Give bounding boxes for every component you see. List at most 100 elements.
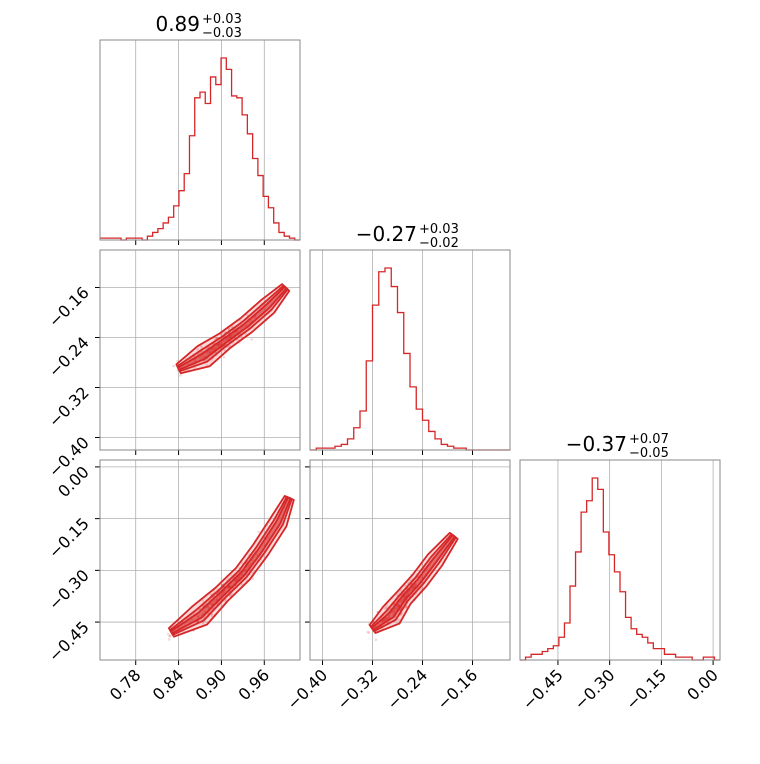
scatter-point xyxy=(410,587,414,590)
scatter-point xyxy=(394,607,398,610)
scatter-point xyxy=(201,621,205,625)
scatter-point xyxy=(404,606,408,609)
scatter-point xyxy=(235,330,239,334)
panel-frame xyxy=(519,459,721,661)
scatter-point xyxy=(208,350,212,353)
title-upper: +0.03 xyxy=(202,12,242,27)
scatter-point xyxy=(412,585,416,589)
scatter-point xyxy=(382,619,385,623)
scatter-point xyxy=(206,350,210,354)
scatter-point xyxy=(191,618,194,621)
scatter-point xyxy=(231,325,234,328)
scatter-point xyxy=(386,616,389,620)
scatter-point xyxy=(394,606,398,610)
scatter-point xyxy=(242,325,246,329)
scatter-point xyxy=(216,344,220,347)
scatter-point xyxy=(168,634,172,638)
scatter-point xyxy=(213,589,216,593)
scatter-point xyxy=(203,354,206,358)
scatter-point xyxy=(410,587,414,591)
scatter-point xyxy=(392,609,395,613)
x-tick-label: 0.00 xyxy=(683,665,722,704)
scatter-point xyxy=(251,577,255,580)
panel-frame xyxy=(99,459,301,661)
scatter-point xyxy=(387,616,390,619)
title-param-1: −0.27 +0.03 −0.02 xyxy=(356,222,459,251)
scatter-point xyxy=(172,364,175,368)
scatter-point xyxy=(237,329,240,332)
scatter-point xyxy=(230,583,233,586)
scatter-point xyxy=(179,373,182,377)
x-tick-label: −0.40 xyxy=(283,665,331,713)
title-param-2: −0.37 +0.07 −0.05 xyxy=(566,432,669,461)
scatter-point xyxy=(210,602,213,606)
scatter-point xyxy=(366,630,370,634)
scatter-point xyxy=(227,585,231,589)
scatter-point xyxy=(400,599,403,602)
scatter-point xyxy=(229,334,232,338)
scatter-point xyxy=(399,600,403,604)
scatter-point xyxy=(190,361,194,364)
y-tick-label: −0.32 xyxy=(45,383,93,431)
scatter-point xyxy=(243,570,247,573)
scatter-point xyxy=(223,348,227,352)
histogram-0 xyxy=(100,57,300,241)
x-tick-label: −0.32 xyxy=(333,665,381,713)
panel-frame xyxy=(309,459,511,661)
x-tick-label: −0.16 xyxy=(433,665,481,713)
scatter-point xyxy=(243,324,247,328)
scatter-point xyxy=(413,583,417,587)
scatter-point xyxy=(384,618,387,621)
scatter-point xyxy=(397,618,400,621)
scatter-point xyxy=(215,598,219,601)
y-tick-label: −0.15 xyxy=(45,514,93,562)
scatter-point xyxy=(207,352,210,355)
scatter-point xyxy=(202,609,206,613)
scatter-point xyxy=(247,563,251,567)
scatter-point xyxy=(407,591,410,594)
scatter-point xyxy=(196,348,200,351)
scatter-point xyxy=(267,535,270,539)
scatter-point xyxy=(397,604,401,607)
scatter-point xyxy=(250,338,253,341)
scatter-point xyxy=(204,352,207,356)
scatter-point xyxy=(223,590,226,594)
scatter-point xyxy=(238,575,242,579)
scatter-point xyxy=(199,357,202,360)
contour-inner xyxy=(370,534,456,631)
scatter-point xyxy=(217,343,220,347)
scatter-point xyxy=(388,614,391,618)
scatter-point xyxy=(168,634,172,638)
scatter-point xyxy=(222,356,226,359)
contour-outer xyxy=(168,495,295,638)
scatter-point xyxy=(200,346,204,349)
panel-frame xyxy=(99,39,301,241)
histogram-1 xyxy=(310,267,510,451)
scatter-point xyxy=(397,604,400,607)
title-lower: −0.02 xyxy=(419,236,459,251)
scatter-point xyxy=(374,638,378,642)
scatter-point xyxy=(392,610,396,613)
x-tick-label: 0.90 xyxy=(192,665,231,704)
x-tick-label: 0.96 xyxy=(234,665,273,704)
y-tick-label: −0.45 xyxy=(45,617,93,665)
scatter-point xyxy=(212,347,216,351)
y-tick-label: −0.30 xyxy=(45,566,93,614)
scatter-point xyxy=(208,349,212,353)
scatter-point xyxy=(228,585,231,588)
scatter-point xyxy=(166,632,170,636)
panel-0-0 xyxy=(100,40,300,245)
scatter-point xyxy=(198,356,201,359)
title-lower: −0.05 xyxy=(629,446,669,461)
scatter-point xyxy=(211,348,214,351)
scatter-point xyxy=(201,599,205,602)
scatter-point xyxy=(409,588,412,592)
panel-2-2 xyxy=(520,460,720,665)
scatter-point xyxy=(219,343,222,346)
scatter-point xyxy=(382,619,386,622)
scatter-point xyxy=(251,559,255,563)
scatter-point xyxy=(212,346,216,350)
scatter-point xyxy=(229,593,233,597)
scatter-point xyxy=(218,343,222,346)
scatter-point xyxy=(404,593,408,597)
